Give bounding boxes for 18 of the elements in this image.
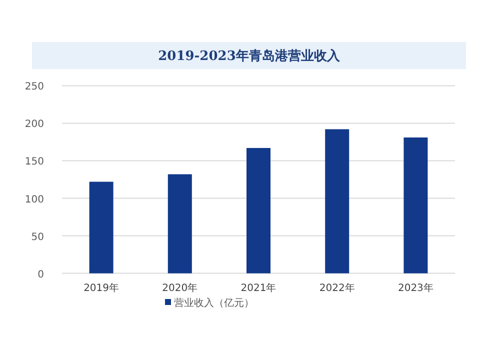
y-tick-label: 250 xyxy=(24,82,44,93)
y-tick-label: 100 xyxy=(24,194,44,206)
bar xyxy=(325,129,350,274)
bar xyxy=(404,137,428,274)
x-tick-label: 2020年 xyxy=(162,282,198,294)
bar xyxy=(246,148,270,274)
x-tick-label: 2019年 xyxy=(84,282,120,294)
chart-title: 2019-2023年青岛港营业收入 xyxy=(158,48,341,64)
y-tick-label: 150 xyxy=(24,156,44,168)
x-tick-label: 2022年 xyxy=(319,282,355,294)
y-tick-label: 50 xyxy=(31,232,44,243)
bar xyxy=(89,182,114,274)
legend-label: 营业收入（亿元） xyxy=(174,297,254,309)
x-tick-label: 2021年 xyxy=(240,282,276,294)
y-tick-label: 200 xyxy=(24,119,44,130)
bar xyxy=(168,174,192,274)
y-tick-label: 0 xyxy=(38,269,44,280)
x-tick-label: 2023年 xyxy=(398,282,434,294)
